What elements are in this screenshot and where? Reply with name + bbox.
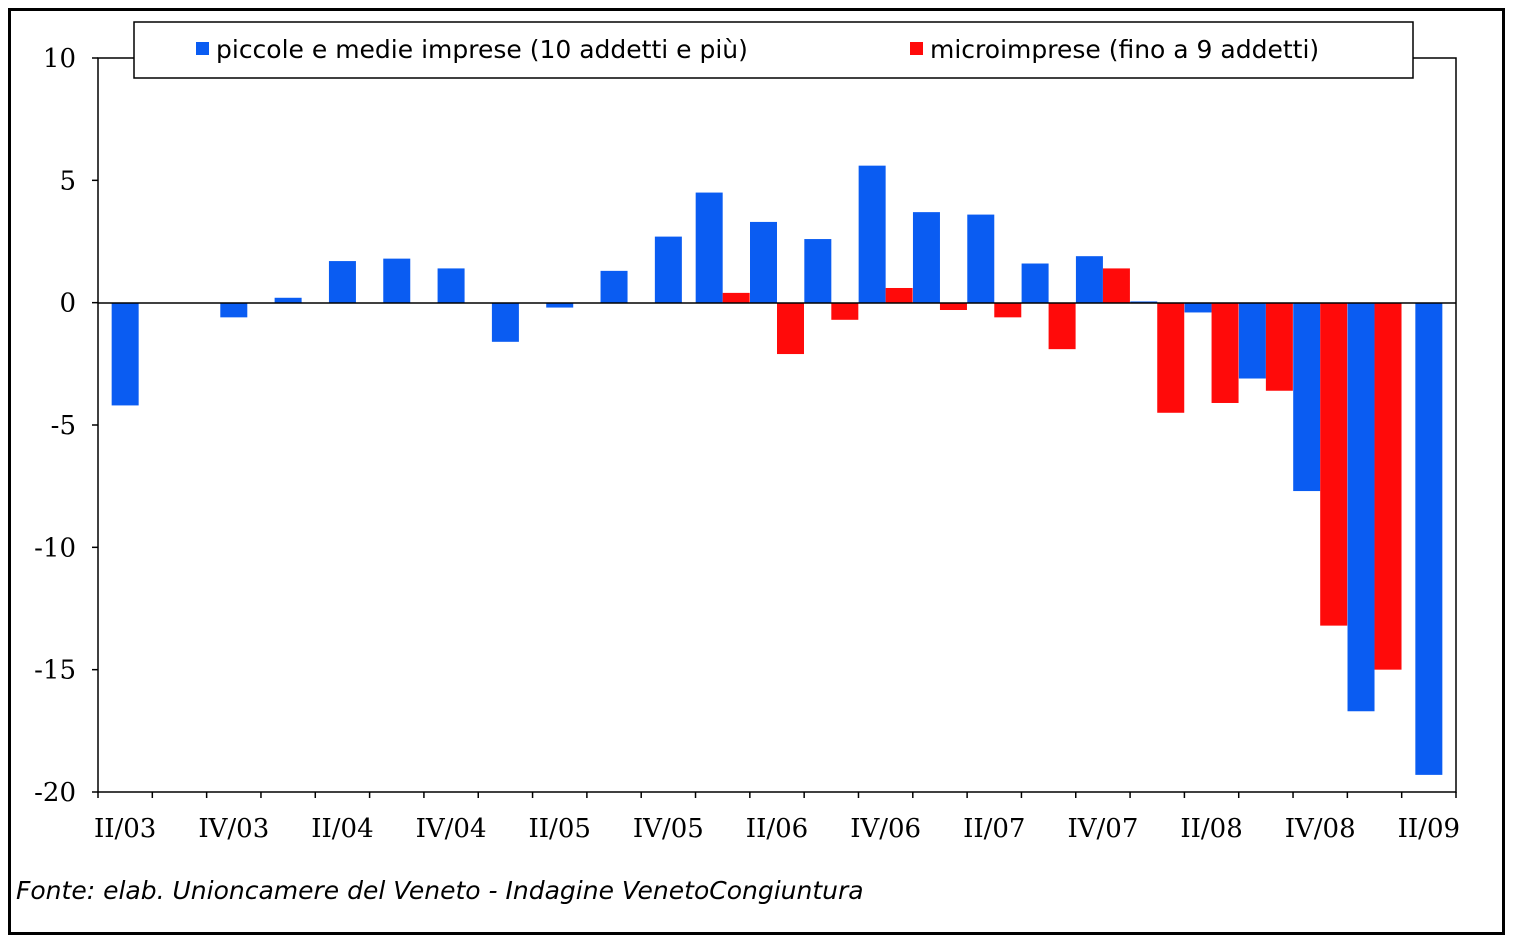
y-tick-label: 0	[59, 289, 76, 319]
x-tick-label: II/04	[311, 814, 373, 844]
y-tick-label: -5	[51, 411, 76, 441]
y-tick-label: -15	[34, 656, 76, 686]
x-tick-label: II/09	[1398, 814, 1460, 844]
bar-micro-IV-08	[1320, 302, 1348, 626]
legend-label-micro: microimprese (fino a 9 addetti)	[930, 35, 1319, 64]
x-tick-label: II/05	[529, 814, 591, 844]
plot-area	[97, 57, 1457, 793]
x-tick-label: II/07	[963, 814, 1025, 844]
bar-pmi-I-05	[491, 302, 519, 342]
y-tick-label: 10	[43, 44, 76, 74]
y-axis-ticks: 10 5 0 -5 -10 -15 -20	[34, 44, 98, 808]
bar-pmi-III-06	[804, 239, 832, 303]
bar-pmi-III-04	[383, 258, 411, 303]
legend: piccole e medie imprese (10 addetti e pi…	[133, 21, 1414, 79]
bar-pmi-II-07	[967, 214, 995, 303]
bar-pmi-III-05	[600, 270, 628, 303]
legend-swatch-micro	[910, 42, 923, 55]
x-tick-label: II/08	[1180, 814, 1242, 844]
bar-pmi-I-04	[274, 297, 302, 303]
bar-micro-I-09	[1374, 302, 1402, 670]
bar-pmi-II-09	[1415, 302, 1443, 775]
bar-pmi-IV-06	[858, 165, 886, 303]
bar-pmi-II-06	[750, 221, 777, 303]
x-tick-label: IV/05	[633, 814, 704, 844]
bar-pmi-III-08	[1238, 302, 1266, 379]
bar-pmi-IV-05	[654, 236, 682, 303]
legend-box	[133, 21, 1414, 79]
bar-pmi-I-08	[1130, 301, 1158, 303]
bar-pmi-I-09	[1347, 302, 1375, 712]
y-tick-label: -10	[34, 533, 76, 563]
y-tick-label: -20	[34, 778, 76, 808]
legend-swatch-pmi	[196, 42, 209, 55]
bar-micro-II-08	[1211, 302, 1239, 403]
x-tick-label: II/03	[94, 814, 156, 844]
bar-pmi-I-07	[912, 212, 940, 303]
bar-micro-III-06	[831, 302, 859, 320]
x-tick-label: IV/04	[416, 814, 487, 844]
bar-pmi-II-03	[111, 302, 139, 406]
x-tick-label: IV/07	[1067, 814, 1138, 844]
bar-micro-III-07	[1048, 302, 1076, 350]
bar-micro-I-06	[722, 292, 750, 303]
bar-micro-II-06	[777, 302, 804, 355]
bar-pmi-II-08	[1184, 302, 1212, 313]
bar-pmi-IV-03	[220, 302, 248, 318]
bar-micro-I-07	[939, 302, 967, 311]
bar-pmi-IV-08	[1293, 302, 1321, 492]
bar-pmi-IV-04	[437, 268, 465, 303]
x-tick-label: II/06	[746, 814, 808, 844]
bars-group	[111, 165, 1443, 775]
x-axis-ticks: II/03 IV/03 II/04 IV/04 II/05 IV/05 II/06 IV/06…	[94, 792, 1460, 844]
bar-pmi-I-06	[695, 192, 723, 303]
bar-pmi-III-07	[1021, 263, 1049, 303]
source-note: Fonte: elab. Unioncamere del Veneto - In…	[16, 876, 864, 905]
bar-micro-IV-06	[885, 287, 913, 303]
bar-micro-IV-07	[1102, 268, 1130, 303]
y-tick-label: 5	[59, 166, 76, 196]
legend-label-pmi: piccole e medie imprese (10 addetti e pi…	[216, 35, 748, 64]
x-tick-label: IV/08	[1285, 814, 1356, 844]
bar-micro-III-08	[1265, 302, 1293, 391]
bar-pmi-IV-07	[1075, 256, 1103, 303]
bar-pmi-II-05	[546, 302, 574, 308]
bar-pmi-II-04	[328, 261, 356, 303]
bar-micro-II-07	[994, 302, 1022, 318]
x-tick-label: IV/06	[850, 814, 921, 844]
x-tick-label: IV/03	[198, 814, 269, 844]
bar-micro-I-08	[1157, 302, 1185, 413]
